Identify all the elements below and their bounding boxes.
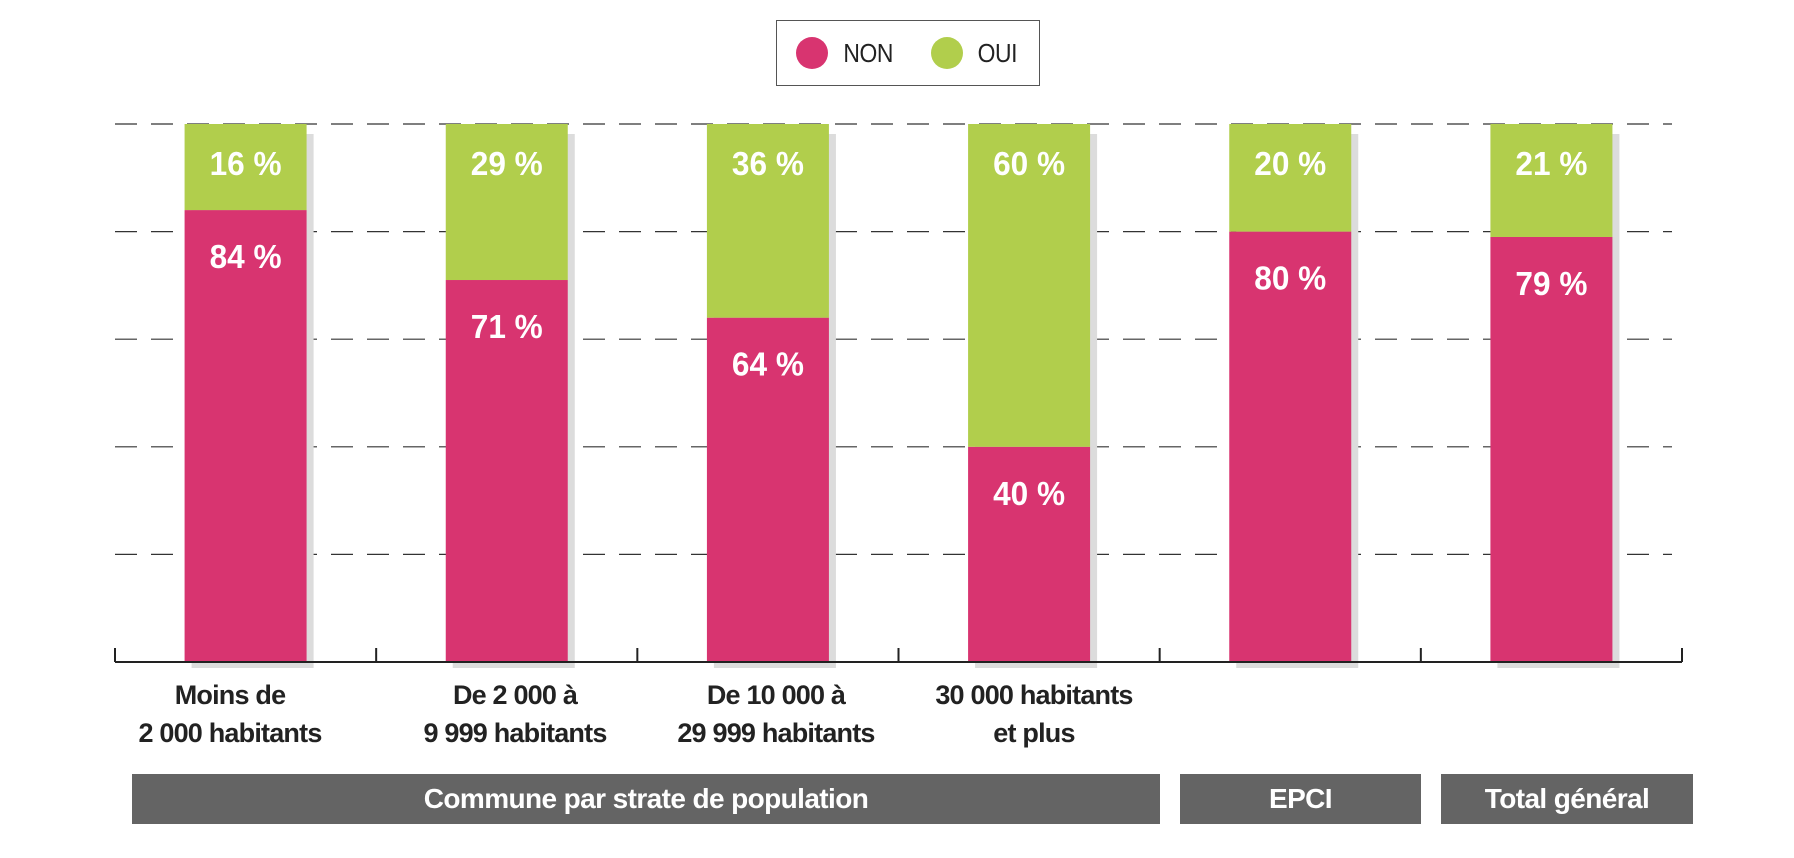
bar-label-oui-4: 20 % <box>1254 145 1326 182</box>
bar-label-non-5: 79 % <box>1515 265 1587 302</box>
bar-non-5 <box>1490 236 1613 663</box>
bar-oui-5 <box>1490 124 1613 237</box>
bar-label-oui-3: 60 % <box>993 145 1065 182</box>
bar-label-oui-1: 29 % <box>471 145 543 182</box>
bar-oui-4 <box>1229 124 1352 232</box>
bar-oui-0 <box>184 124 307 211</box>
bar-non-4 <box>1229 231 1352 662</box>
bar-non-2 <box>706 317 829 662</box>
bar-label-non-4: 80 % <box>1254 260 1326 297</box>
bar-label-non-0: 84 % <box>210 238 282 275</box>
legend-swatch-non <box>796 37 829 69</box>
legend-label-non: NON <box>843 37 894 68</box>
bar-label-oui-5: 21 % <box>1515 145 1587 182</box>
bar-label-non-1: 71 % <box>471 308 543 345</box>
bar-oui-1 <box>445 124 568 281</box>
legend-item-non: NON <box>796 37 896 69</box>
group-banner-total: Total général <box>1441 774 1693 824</box>
legend-item-oui: OUI <box>930 37 1020 69</box>
bar-oui-3 <box>968 124 1091 447</box>
bar-label-oui-2: 36 % <box>732 145 804 182</box>
bar-label-oui-0: 16 % <box>210 145 282 182</box>
category-label-3: 30 000 habitants et plus <box>935 680 1133 748</box>
legend-label-oui: OUI <box>977 37 1017 68</box>
bar-non-3 <box>968 446 1091 662</box>
category-label-2: De 10 000 à 29 999 habitants <box>677 680 875 748</box>
group-banner-communes: Commune par strate de population <box>132 774 1160 824</box>
category-label-0: Moins de 2 000 habitants <box>138 680 322 748</box>
bar-non-1 <box>445 280 568 662</box>
bar-oui-2 <box>706 124 829 318</box>
bar-label-non-3: 40 % <box>993 475 1065 512</box>
group-banner-epci: EPCI <box>1180 774 1421 824</box>
bar-non-0 <box>184 210 307 662</box>
legend-swatch-oui <box>930 37 963 69</box>
category-label-1: De 2 000 à 9 999 habitants <box>423 680 607 748</box>
bar-label-non-2: 64 % <box>732 346 804 383</box>
legend: NON OUI <box>776 20 1040 86</box>
